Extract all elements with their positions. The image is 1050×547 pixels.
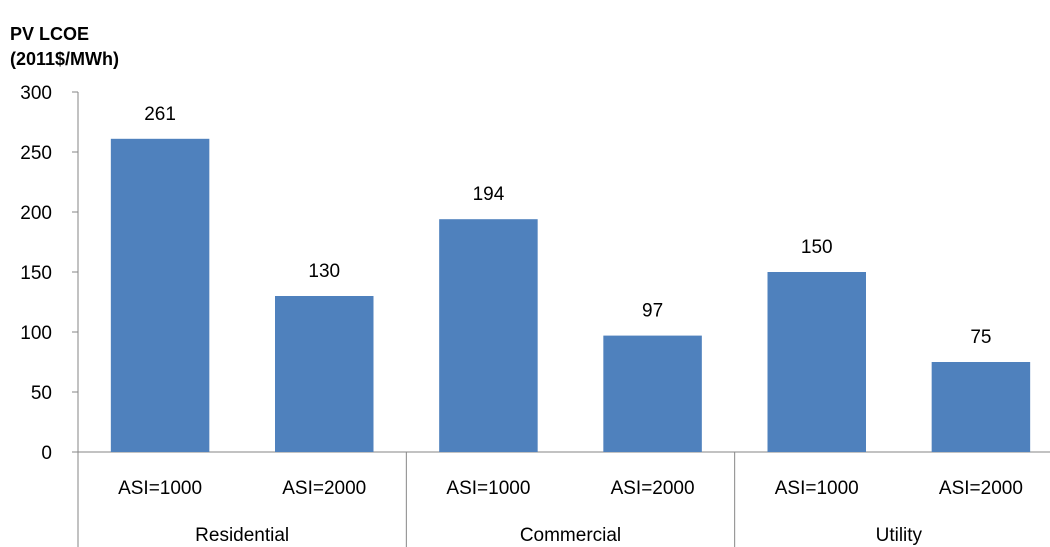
x-group-label: Residential [195, 525, 289, 546]
x-group-label: Utility [876, 525, 923, 546]
y-axis-title: PV LCOE (2011$/MWh) [10, 22, 119, 72]
y-axis-title-line-1: PV LCOE [10, 24, 90, 44]
bar [110, 138, 210, 453]
data-label: 194 [473, 184, 505, 205]
bar [931, 362, 1031, 452]
y-tick-label: 0 [41, 443, 52, 464]
y-tick-label: 200 [20, 203, 52, 224]
bar [767, 272, 866, 452]
x-category-label: ASI=1000 [446, 478, 530, 499]
y-tick-label: 300 [20, 83, 52, 104]
y-tick-label: 50 [31, 383, 52, 404]
data-label: 130 [308, 261, 340, 282]
bar [603, 335, 702, 452]
bar [439, 219, 538, 452]
x-group-label: Commercial [520, 525, 621, 546]
y-tick-label: 100 [20, 323, 52, 344]
x-category-label: ASI=1000 [775, 478, 859, 499]
x-category-label: ASI=2000 [611, 478, 695, 499]
x-category-label: ASI=1000 [118, 478, 202, 499]
data-label: 75 [970, 327, 991, 348]
y-tick-label: 250 [20, 143, 52, 164]
bar [275, 296, 374, 452]
data-label: 97 [642, 301, 663, 322]
y-tick-label: 150 [20, 263, 52, 284]
data-label: 261 [144, 104, 176, 125]
x-category-label: ASI=2000 [939, 478, 1023, 499]
data-label: 150 [801, 237, 833, 258]
y-axis-title-line-2: (2011$/MWh) [10, 49, 120, 69]
x-category-label: ASI=2000 [282, 478, 366, 499]
